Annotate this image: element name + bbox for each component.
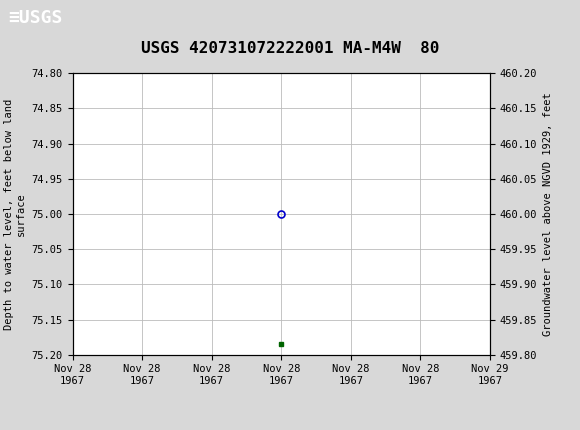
Text: ≡USGS: ≡USGS xyxy=(9,9,63,27)
Y-axis label: Depth to water level, feet below land
surface: Depth to water level, feet below land su… xyxy=(5,98,26,329)
Text: USGS 420731072222001 MA-M4W  80: USGS 420731072222001 MA-M4W 80 xyxy=(141,41,439,56)
Y-axis label: Groundwater level above NGVD 1929, feet: Groundwater level above NGVD 1929, feet xyxy=(543,92,553,336)
